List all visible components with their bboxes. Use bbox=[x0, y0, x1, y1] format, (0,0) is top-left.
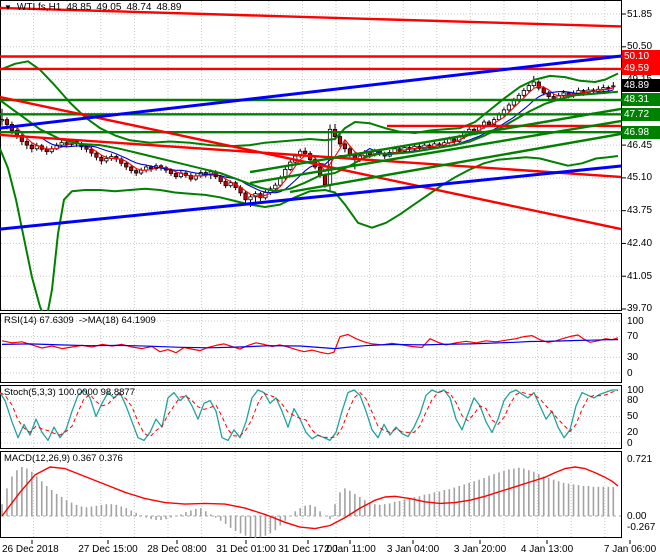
gridlines bbox=[1, 1, 621, 537]
stochastic-tick-label: 0 bbox=[627, 437, 633, 449]
time-tick-label: 4 Jan 13:00 bbox=[520, 544, 574, 555]
macd-indicator-label: MACD(12,26,9) 0.367 0.376 bbox=[4, 453, 123, 464]
symbol-dropdown-icon[interactable]: ▼ bbox=[4, 2, 12, 12]
stochastic-indicator-label: Stoch(5,3,3) 100.0000 98.8877 bbox=[4, 387, 135, 398]
time-tick-label: 2 Jan 11:00 bbox=[324, 544, 376, 555]
price-tick-label: 41.05 bbox=[627, 270, 653, 282]
symbol-name: WTI.fs,H1 bbox=[16, 2, 62, 13]
rsi-tick-label: 100 bbox=[627, 315, 644, 327]
stochastic-tick-label: 100 bbox=[627, 384, 644, 396]
stochastic-tick-label: 20 bbox=[627, 426, 639, 438]
level-lines-layer bbox=[0, 55, 622, 134]
price-tick-label: 50.50 bbox=[627, 41, 653, 53]
price-level-badge: 50.10 bbox=[622, 49, 660, 63]
price-tick-label: 51.85 bbox=[627, 8, 653, 20]
time-tick-label: 31 Dec 17:00 bbox=[278, 544, 338, 555]
rsi-indicator-label: RSI(14) 67.6309 ->MA(18) 64.1909 bbox=[4, 315, 156, 326]
price-tick-label: 42.40 bbox=[627, 237, 653, 249]
stochastic-panel-content bbox=[0, 389, 619, 442]
price-level-badge: 47.72 bbox=[622, 107, 660, 121]
macd-tick-label: -0.267 bbox=[627, 521, 656, 533]
bar-high-value: 49.05 bbox=[96, 2, 122, 13]
time-tick-label: 26 Dec 2018 bbox=[2, 544, 59, 555]
price-level-badge: 48.89 bbox=[622, 79, 660, 93]
rsi-tick-label: 70 bbox=[627, 331, 639, 343]
macd-panel-content bbox=[1, 466, 621, 538]
price-level-badge: 46.98 bbox=[622, 125, 660, 139]
price-tick-label: 46.45 bbox=[627, 139, 653, 151]
axis-tick-marks bbox=[31, 13, 631, 544]
trendlines-layer bbox=[0, 6, 622, 231]
time-tick-label: 27 Dec 15:00 bbox=[78, 544, 138, 555]
rsi-tick-label: 0 bbox=[627, 367, 633, 379]
time-tick-label: 31 Dec 01:00 bbox=[216, 544, 276, 555]
time-tick-label: 28 Dec 08:00 bbox=[147, 544, 207, 555]
price-tick-label: 43.75 bbox=[627, 205, 653, 217]
rsi-tick-label: 30 bbox=[627, 351, 639, 363]
stochastic-tick-label: 80 bbox=[627, 395, 639, 407]
time-tick-label: 3 Jan 20:00 bbox=[453, 544, 507, 555]
macd-tick-label: 0.721 bbox=[627, 453, 653, 465]
price-tick-label: 45.10 bbox=[627, 172, 653, 184]
price-axis[interactable]: 51.8550.5049.1546.4545.1043.7542.4041.05… bbox=[622, 0, 660, 540]
stochastic-tick-label: 50 bbox=[627, 411, 639, 422]
bar-close-value: 48.89 bbox=[156, 2, 182, 13]
time-tick-label: 3 Jan 04:00 bbox=[386, 544, 440, 555]
bar-open-value: 48.85 bbox=[66, 2, 92, 13]
price-tick-label: 39.70 bbox=[627, 303, 653, 315]
time-axis[interactable]: 26 Dec 2018 27 Dec 15:00 28 Dec 08:00 31 De… bbox=[0, 541, 660, 560]
price-level-badge: 49.59 bbox=[622, 62, 660, 76]
time-tick-label: 7 Jan 06:00 bbox=[603, 544, 657, 555]
bar-low-value: 48.74 bbox=[126, 2, 152, 13]
symbol-header[interactable]: ▼ WTI.fs,H1 48.85 49.05 48.74 48.89 bbox=[4, 2, 182, 13]
macd-tick-label: 0.00 bbox=[627, 510, 647, 522]
price-level-badge: 48.31 bbox=[622, 93, 660, 107]
rsi-panel-content bbox=[1, 333, 619, 355]
